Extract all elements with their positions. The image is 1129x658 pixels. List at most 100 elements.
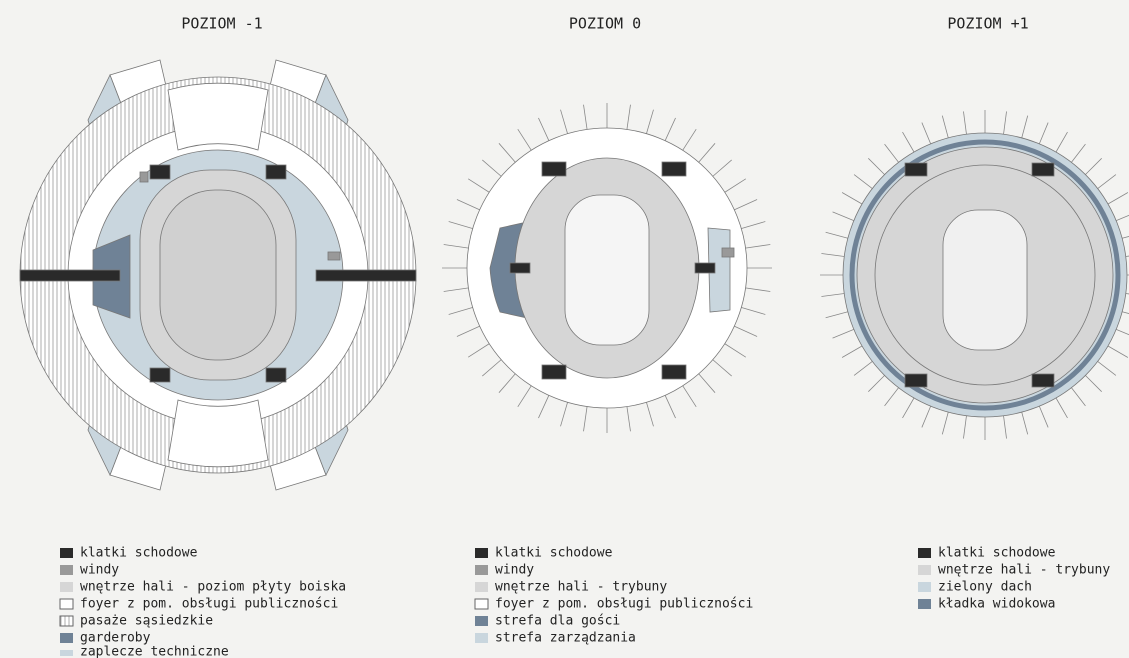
spike <box>1083 373 1102 392</box>
spike <box>663 117 676 143</box>
spike <box>902 396 916 419</box>
legend: klatki schodowe windy wnętrze hali - poz… <box>59 546 346 658</box>
spike <box>884 143 901 165</box>
spike <box>853 174 875 191</box>
spike <box>1002 413 1007 439</box>
spike <box>626 404 631 432</box>
spike <box>825 310 850 319</box>
spike <box>821 253 847 258</box>
spike <box>1123 255 1129 258</box>
spike <box>443 287 471 292</box>
spike <box>1106 192 1129 206</box>
legend-label: foyer z pom. obsługi publiczności <box>495 597 753 612</box>
spike <box>963 111 968 137</box>
spike <box>739 306 766 315</box>
spike <box>1095 174 1117 191</box>
spike <box>832 328 856 339</box>
legend-swatch <box>475 565 488 575</box>
legend-swatch <box>918 582 931 592</box>
spike <box>560 109 569 136</box>
legend-label: garderoby <box>80 631 151 646</box>
spike <box>722 178 747 194</box>
spike <box>517 383 533 408</box>
spike <box>743 287 771 292</box>
spike <box>538 393 551 419</box>
spike <box>456 199 482 212</box>
spike <box>921 404 932 428</box>
spike <box>498 372 517 393</box>
legend-swatch <box>918 599 931 609</box>
spike <box>711 358 732 377</box>
spike <box>443 244 471 249</box>
spike <box>963 413 968 439</box>
spike <box>711 159 732 178</box>
legend-swatch <box>475 582 488 592</box>
spike <box>448 221 475 230</box>
spike <box>467 342 492 358</box>
spike <box>1020 410 1029 435</box>
legend-swatch <box>59 615 74 627</box>
spike <box>1069 143 1086 165</box>
spike <box>498 143 517 164</box>
spike <box>681 383 697 408</box>
spike <box>482 159 503 178</box>
spike <box>941 410 950 435</box>
spike <box>1069 385 1086 407</box>
legend-swatch <box>60 548 73 558</box>
spike <box>560 400 569 427</box>
spike <box>1054 131 1068 154</box>
facade-spikes <box>442 103 772 433</box>
spike <box>456 324 482 337</box>
legend-label: windy <box>495 563 534 578</box>
legend-swatch <box>60 582 73 592</box>
spike <box>448 306 475 315</box>
legend-label: pasaże sąsiedzkie <box>80 614 213 629</box>
spike <box>921 122 932 146</box>
spike <box>1038 404 1049 428</box>
spike <box>467 178 492 194</box>
spike <box>1054 396 1068 419</box>
legend-label: klatki schodowe <box>495 546 613 561</box>
plan-level-0 <box>442 103 772 433</box>
spike <box>1106 344 1129 358</box>
spike <box>1120 236 1129 240</box>
legend-label: zaplecze techniczne <box>80 645 229 658</box>
spike <box>832 211 856 222</box>
spike <box>1123 292 1129 295</box>
spike <box>821 292 847 297</box>
legend-label: foyer z pom. obsługi publiczności <box>80 597 338 612</box>
spike <box>868 158 887 177</box>
spike <box>626 104 631 132</box>
spike <box>1020 115 1029 140</box>
spike <box>732 324 758 337</box>
spike <box>1038 122 1049 146</box>
spike <box>902 131 916 154</box>
legend-label: strefa dla gości <box>495 614 620 629</box>
spike <box>941 115 950 140</box>
legend-label: windy <box>80 563 119 578</box>
legend-label: klatki schodowe <box>80 546 198 561</box>
plan-level-minus-1 <box>19 59 417 491</box>
legend-label: wnętrze hali - trybuny <box>495 580 667 595</box>
spike <box>732 199 758 212</box>
legend-swatch <box>59 598 74 610</box>
legend-swatch <box>475 548 488 558</box>
spike <box>743 244 771 249</box>
legend-swatch <box>475 616 488 626</box>
facade-spikes <box>820 110 1129 440</box>
spike <box>739 221 766 230</box>
spike <box>1114 214 1129 222</box>
panel-title: POZIOM 0 <box>569 15 641 33</box>
spike <box>697 143 716 164</box>
spike <box>868 373 887 392</box>
spike <box>583 404 588 432</box>
plan-level-plus-1 <box>820 110 1129 440</box>
legend-swatch <box>60 633 73 643</box>
panel-title: POZIOM +1 <box>947 15 1028 33</box>
spike <box>697 372 716 393</box>
legend-label: klatki schodowe <box>938 546 1056 561</box>
spike <box>538 117 551 143</box>
legend-label: kładka widokowa <box>938 597 1055 612</box>
spike <box>825 231 850 240</box>
